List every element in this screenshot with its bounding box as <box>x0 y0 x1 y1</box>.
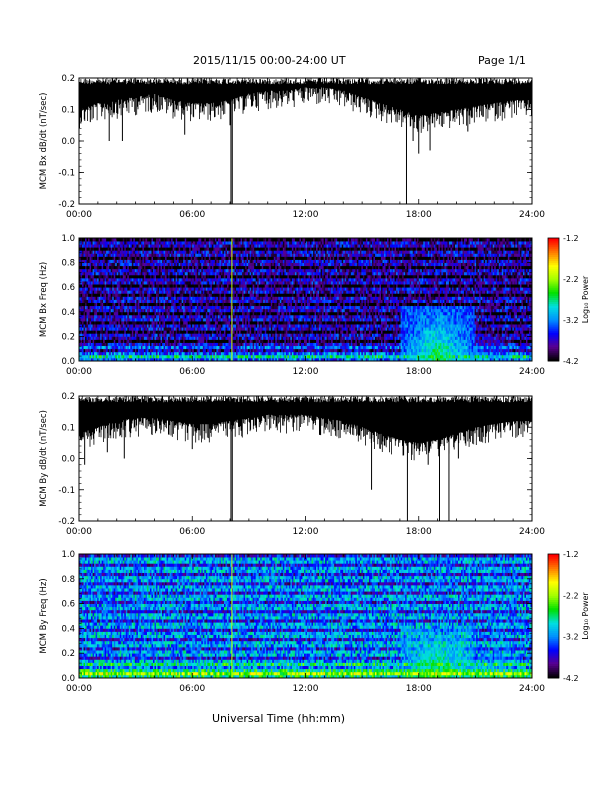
x-tick-label: 18:00 <box>406 367 432 377</box>
y-tick-label: 0.8 <box>61 575 75 585</box>
x-tick-label: 24:00 <box>519 527 545 537</box>
colorbar: -4.2 -3.2 -2.2 -1.2 Log₁₀ Power <box>547 550 590 683</box>
colorbar-frame <box>547 237 560 362</box>
y-tick-label: -0.2 <box>58 200 75 210</box>
y-axis-label: MCM By Freq (Hz) <box>39 578 49 653</box>
y-axis-label: MCM Bx dB/dt (nT/sec) <box>39 93 49 190</box>
colorbar: -4.2 -3.2 -2.2 -1.2 Log₁₀ Power <box>547 234 590 366</box>
y-tick-label: -0.2 <box>58 517 75 527</box>
x-tick-label: 24:00 <box>519 684 545 694</box>
y-tick-label: 0.2 <box>61 392 75 402</box>
x-tick-label: 12:00 <box>293 210 319 220</box>
y-tick-label: 1.0 <box>61 234 75 244</box>
y-tick-label: 0.2 <box>61 649 75 659</box>
y-tick-label: 0.1 <box>61 106 75 116</box>
spectrogram-cells <box>79 554 533 679</box>
y-tick-label: 0.2 <box>61 74 75 84</box>
x-tick-label: 00:00 <box>66 210 92 220</box>
y-tick-label: 0.2 <box>61 332 75 342</box>
x-tick-label: 24:00 <box>519 367 545 377</box>
x-tick-label: 06:00 <box>179 210 205 220</box>
dbdt-trace <box>78 396 533 461</box>
panel-2: -4.2 -3.2 -2.2 -1.2 Log₁₀ Power 00:00 06:00 12:… <box>39 234 590 377</box>
y-tick-label: 0.4 <box>61 308 75 318</box>
colorbar-tick-label: -1.2 <box>563 234 579 243</box>
colorbar-tick-label: -2.2 <box>563 591 579 600</box>
y-axis-label: MCM By dB/dt (nT/sec) <box>39 410 49 507</box>
y-tick-label: 0.1 <box>61 423 75 433</box>
colorbar-tick-label: -1.2 <box>563 550 579 559</box>
y-tick-label: -0.1 <box>58 486 75 496</box>
y-tick-label: 0.0 <box>61 357 75 367</box>
y-tick-label: 0.0 <box>61 137 75 147</box>
colorbar-tick-label: -3.2 <box>563 633 579 642</box>
colorbar-tick-label: -4.2 <box>563 674 579 683</box>
y-tick-label: 0.6 <box>61 600 75 610</box>
x-tick-label: 06:00 <box>179 367 205 377</box>
x-tick-label: 06:00 <box>179 527 205 537</box>
x-tick-label: 18:00 <box>406 210 432 220</box>
y-tick-label: 0.4 <box>61 624 75 634</box>
colorbar-tick-label: -2.2 <box>563 275 579 284</box>
y-tick-label: 0.6 <box>61 283 75 293</box>
panel-3: 00:00 06:00 12:00 18:00 24:00 -0.2 -0.1 0.0 0.1 0… <box>39 392 545 537</box>
x-tick-label: 12:00 <box>293 527 319 537</box>
x-tick-label: 12:00 <box>293 367 319 377</box>
y-axis-label: MCM Bx Freq (Hz) <box>39 262 49 337</box>
panel-4: -4.2 -3.2 -2.2 -1.2 Log₁₀ Power 00:00 06:00 12:… <box>39 550 590 694</box>
x-tick-label: 18:00 <box>406 527 432 537</box>
page-title: 2015/11/15 00:00-24:00 UT <box>193 54 346 67</box>
colorbar-frame <box>547 553 560 679</box>
x-tick-label: 00:00 <box>66 367 92 377</box>
y-tick-label: 0.0 <box>61 455 75 465</box>
x-tick-label: 24:00 <box>519 210 545 220</box>
panel-1: 00:00 06:00 12:00 18:00 24:00 -0.2 -0.1 0.0 0.1 0… <box>39 74 545 220</box>
y-tick-label: 0.8 <box>61 259 75 269</box>
y-tick-label: 1.0 <box>61 550 75 560</box>
colorbar-label: Log₁₀ Power <box>581 275 590 323</box>
y-tick-label: -0.1 <box>58 169 75 179</box>
x-tick-label: 18:00 <box>406 684 432 694</box>
colorbar-tick-label: -4.2 <box>563 357 579 366</box>
x-axis-title: Universal Time (hh:mm) <box>212 712 345 725</box>
dbdt-trace <box>78 78 533 133</box>
page-number: Page 1/1 <box>478 54 526 67</box>
x-tick-label: 00:00 <box>66 684 92 694</box>
colorbar-label: Log₁₀ Power <box>581 592 590 640</box>
x-tick-label: 06:00 <box>179 684 205 694</box>
x-tick-label: 00:00 <box>66 527 92 537</box>
spectrogram-cells <box>79 238 533 362</box>
colorbar-tick-label: -3.2 <box>563 316 579 325</box>
x-tick-label: 12:00 <box>293 684 319 694</box>
y-tick-label: 0.0 <box>61 674 75 684</box>
